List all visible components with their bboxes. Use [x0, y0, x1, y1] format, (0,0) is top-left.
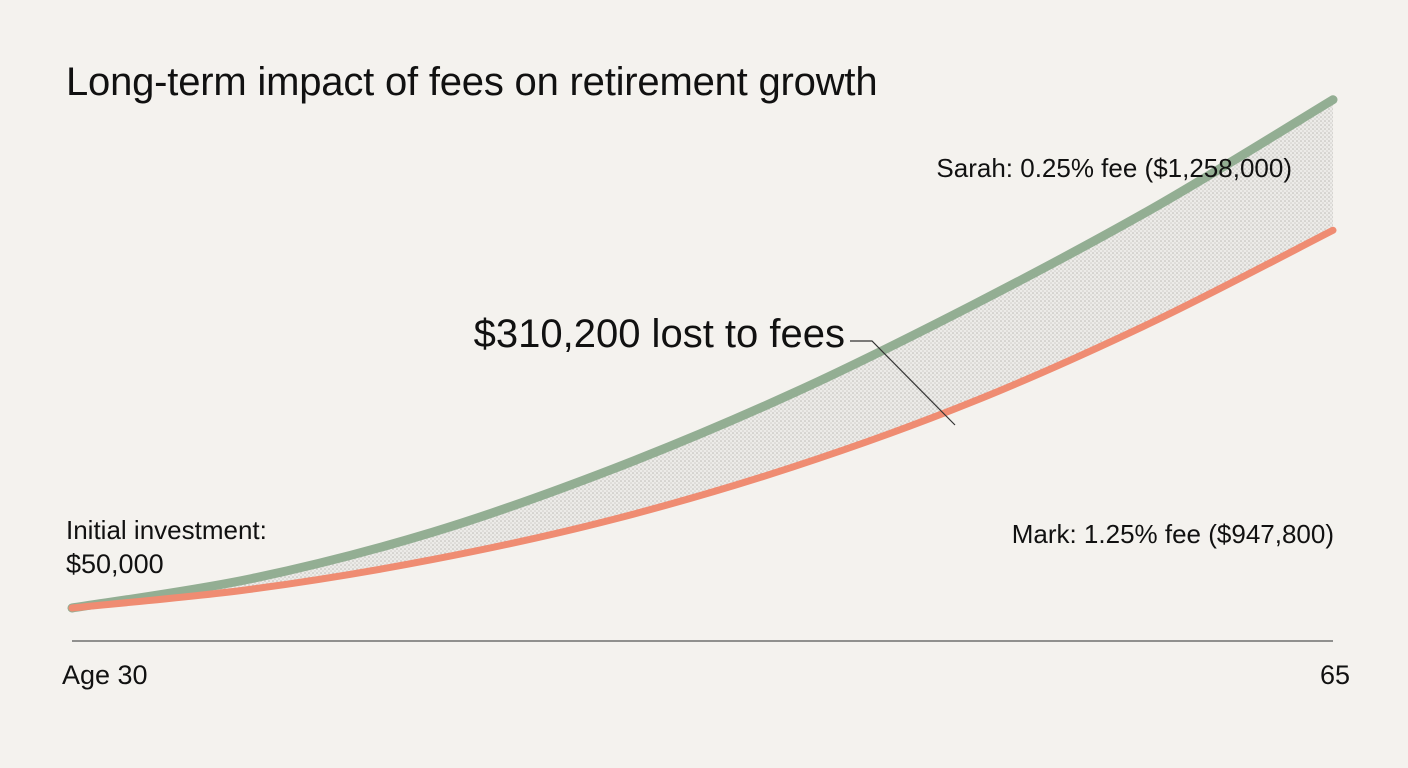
- x-tick-end: 65: [1319, 660, 1350, 690]
- initial-investment-label: Initial investment:: [66, 515, 267, 545]
- series-label-mark: Mark: 1.25% fee ($947,800): [1011, 519, 1334, 549]
- initial-investment-value: $50,000: [66, 549, 164, 579]
- x-tick-start: Age 30: [62, 660, 148, 690]
- series-line-sarah: [67, 95, 1338, 613]
- series-line-mark: [68, 226, 1337, 612]
- initial-investment-annotation: Initial investment: $50,000: [66, 513, 267, 581]
- gap-leader-line: [850, 340, 956, 426]
- series-label-sarah: Sarah: 0.25% fee ($1,258,000): [936, 153, 1292, 183]
- fees-lost-annotation: $310,200 lost to fees: [473, 312, 845, 356]
- chart-title: Long-term impact of fees on retirement g…: [66, 60, 878, 104]
